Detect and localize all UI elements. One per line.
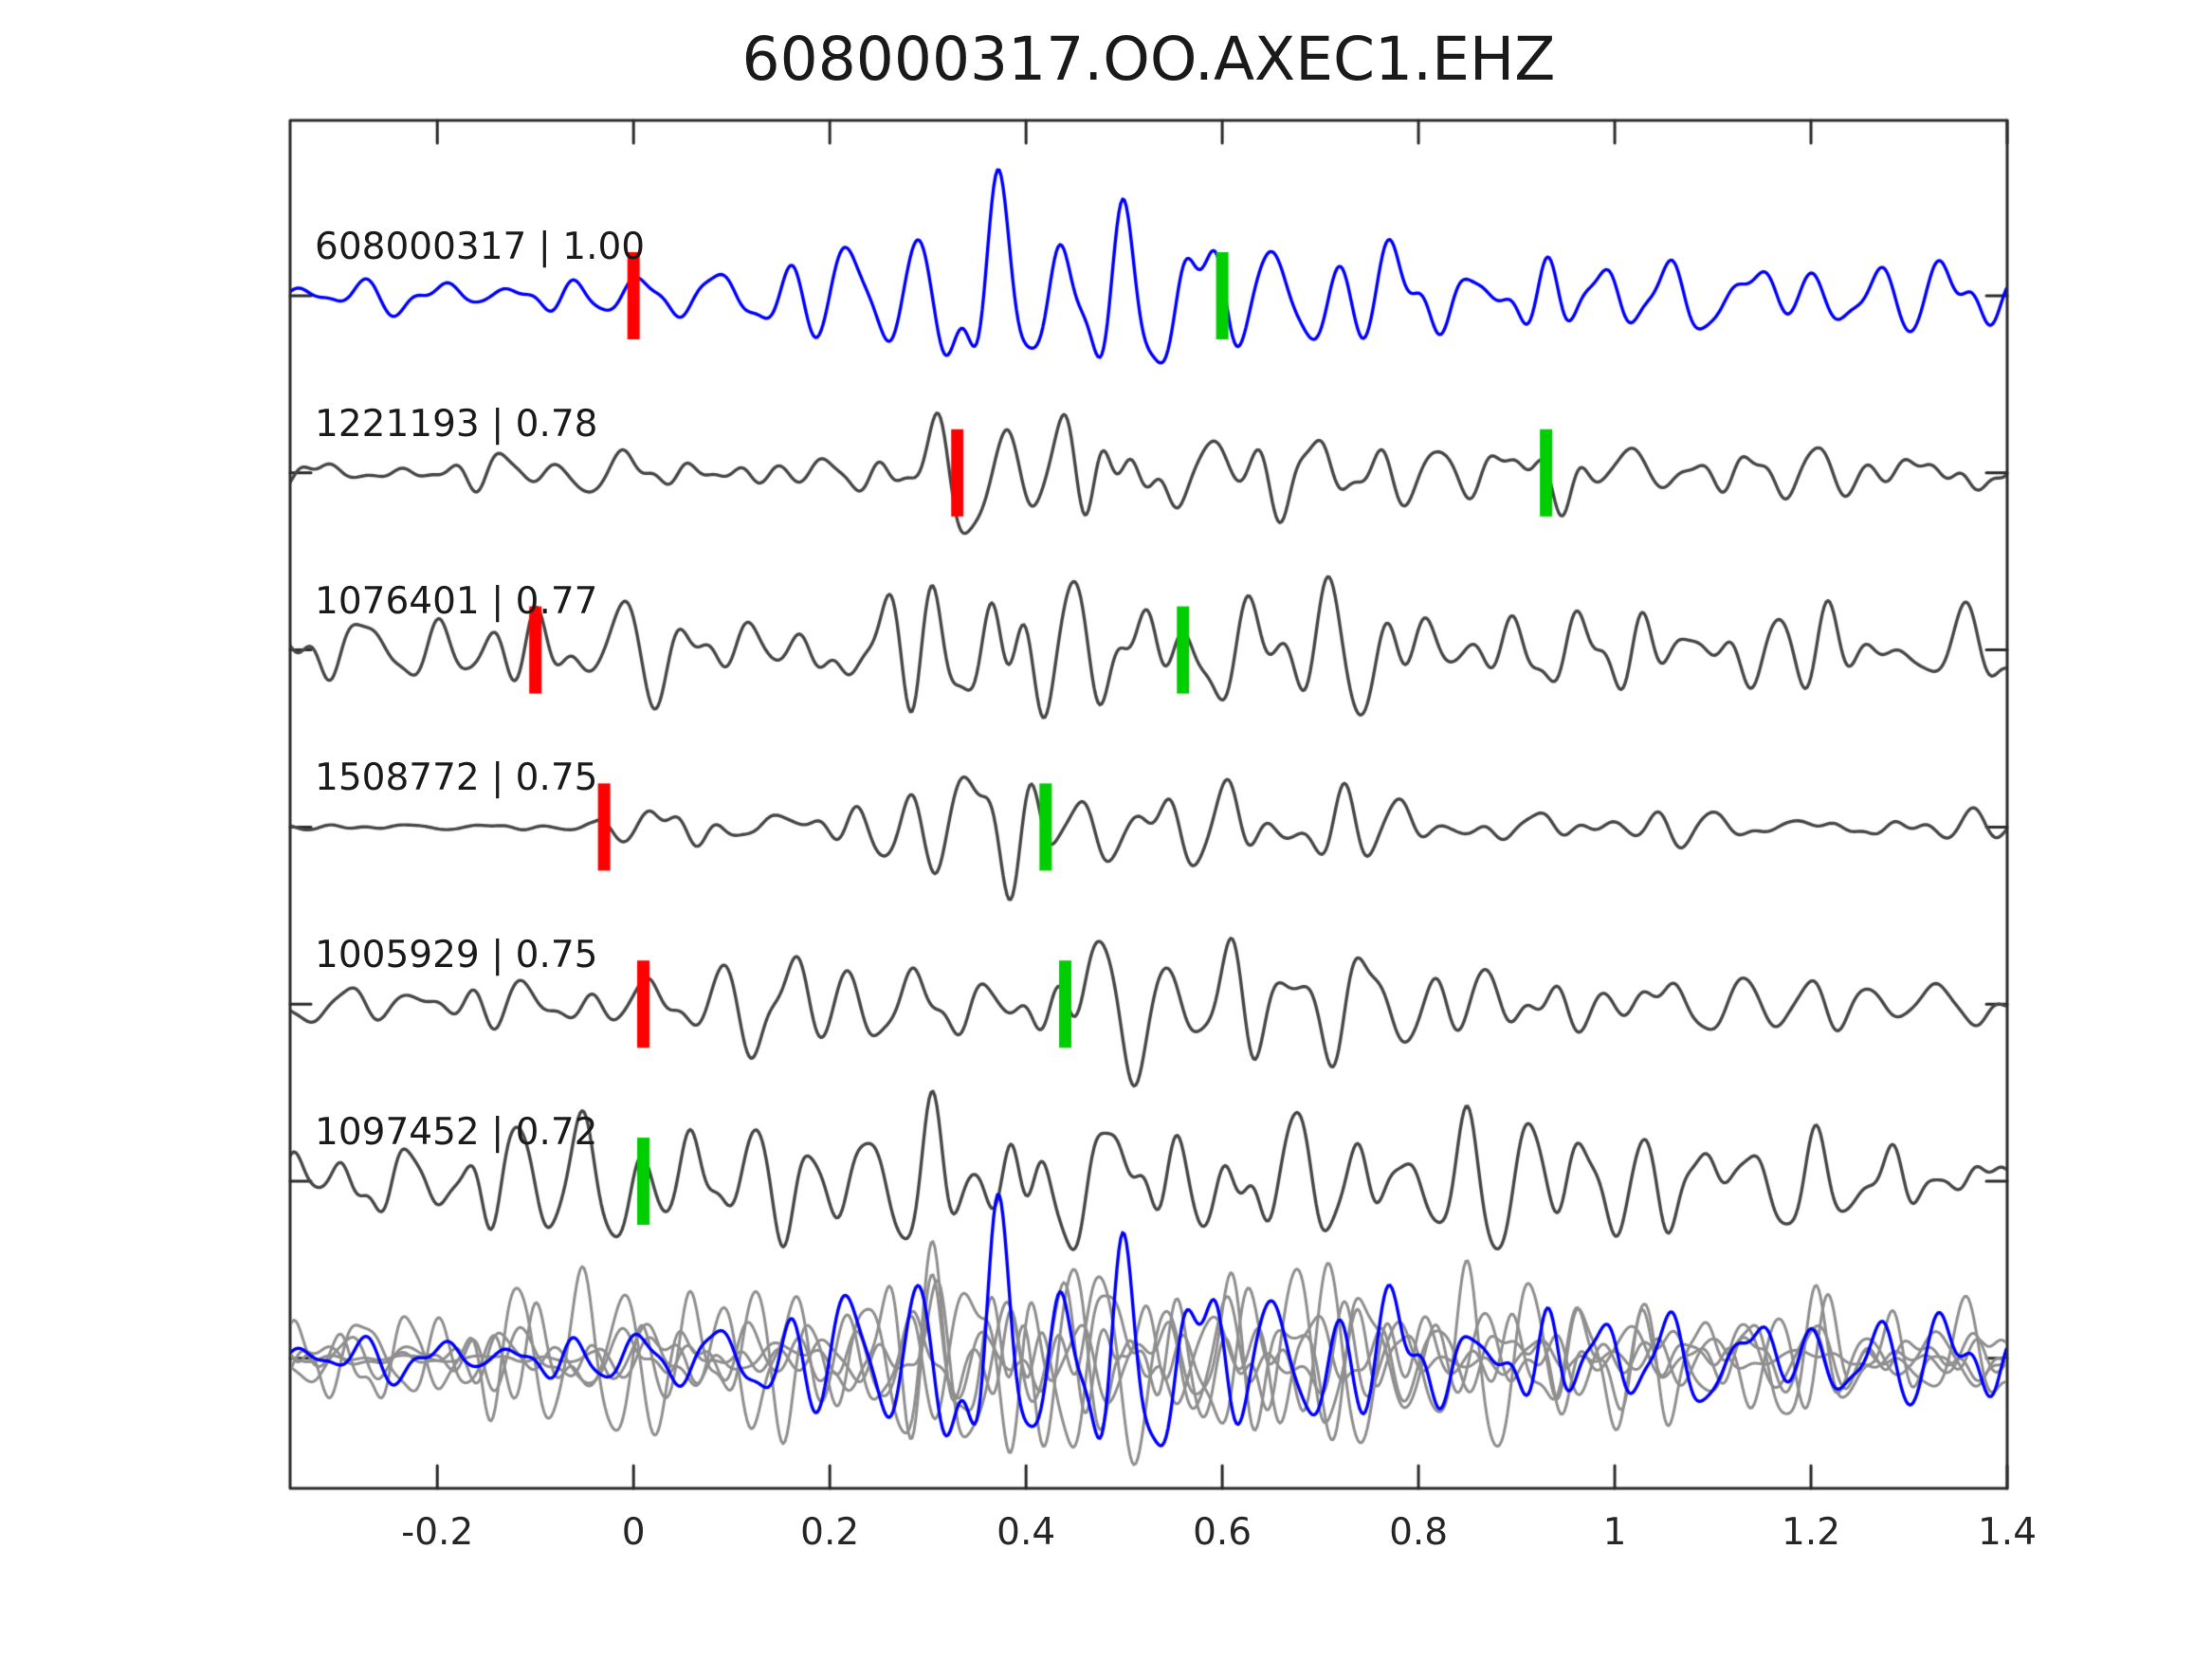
x-tick-label: 1.4 — [1977, 1511, 2038, 1554]
x-tick-label: 0.4 — [996, 1511, 1056, 1554]
trace-label: 1097452 | 0.72 — [315, 1111, 598, 1154]
x-tick-label: 0.8 — [1389, 1511, 1449, 1554]
x-tick-label: 1 — [1602, 1511, 1627, 1554]
trace-label: 1221193 | 0.78 — [315, 402, 598, 446]
x-tick-label: 1.2 — [1782, 1511, 1841, 1554]
trace-label: 1076401 | 0.77 — [315, 579, 598, 623]
x-tick-label: 0.2 — [800, 1511, 860, 1554]
x-tick-label: 0.6 — [1193, 1511, 1252, 1554]
x-tick-label: 0 — [621, 1511, 646, 1554]
trace-label: 608000317 | 1.00 — [315, 226, 646, 268]
trace-label: 1508772 | 0.75 — [315, 757, 598, 800]
x-tick-label: -0.2 — [401, 1511, 474, 1554]
trace-label: 1005929 | 0.75 — [315, 934, 598, 977]
